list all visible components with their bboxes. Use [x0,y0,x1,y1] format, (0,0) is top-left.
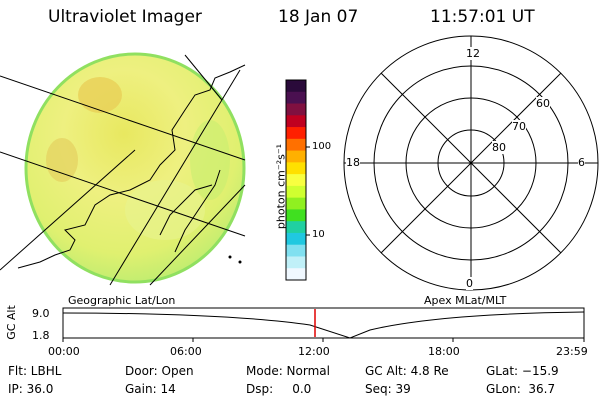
polar-label-0: 0 [466,277,473,290]
colorbar-band [286,80,306,93]
colorbar-band [286,162,306,175]
colorbar [286,80,306,281]
colorbar-band [286,103,306,116]
colorbar-label-10: 10 [312,229,325,240]
altitude-ytick-9: 9.0 [32,307,50,320]
altitude-xtick-4: 23:59 [556,345,588,358]
colorbar-band [286,174,306,187]
colorbar-band [286,91,306,105]
colorbar-band [286,138,306,152]
polar-label-18: 18 [346,156,360,169]
info-dsp: Dsp: 0.0 [246,382,312,396]
app-title: Ultraviolet Imager [48,7,202,27]
uv-image-disk [0,52,246,286]
colorbar-band [286,127,306,140]
info-gain: Gain: 14 [125,382,176,396]
colorbar-band [286,268,306,281]
colorbar-band [286,185,306,199]
info-mode: Mode: Normal [246,364,330,378]
altitude-xtick-0: 00:00 [48,345,80,358]
colorbar-band [286,221,306,234]
altitude-ytick-1-8: 1.8 [32,329,50,342]
info-door: Door: Open [125,364,194,378]
info-gc-alt: GC Alt: 4.8 Re [365,364,449,378]
colorbar-label-100: 100 [312,141,332,152]
time-label: 11:57:01 UT [430,7,535,27]
colorbar-unit-label: photon cm⁻²s⁻¹ [274,143,288,230]
colorbar-band [286,232,306,246]
colorbar-band [286,209,306,222]
info-ip: IP: 36.0 [8,382,54,396]
altitude-xtick-2: 12:00 [298,345,330,358]
colorbar-band [286,256,306,269]
altitude-xtick-3: 18:00 [428,345,460,358]
altitude-ylabel: GC Alt [4,305,18,340]
polar-label-12: 12 [466,47,480,60]
colorbar-frame [285,79,307,281]
polar-label-6: 6 [578,156,585,169]
colorbar-band [286,197,306,210]
colorbar-band [286,115,306,128]
geographic-label: Geographic Lat/Lon [68,294,176,307]
date-label: 18 Jan 07 [278,7,359,27]
info-glat: GLat: −15.9 [486,364,559,378]
main-graphics [0,35,599,291]
polar-plot [343,35,599,291]
info-seq: Seq: 39 [365,382,411,396]
apex-label: Apex MLat/MLT [424,294,507,307]
colorbar-band [286,150,306,163]
polar-label-lat-80: 80 [492,141,506,154]
polar-label-lat-60: 60 [536,97,550,110]
colorbar-band [286,244,306,257]
info-filter: Flt: LBHL [8,364,62,378]
polar-label-lat-70: 70 [512,120,526,133]
altitude-xtick-1: 06:00 [170,345,202,358]
info-glon: GLon: 36.7 [486,382,556,396]
coastline [17,64,246,269]
